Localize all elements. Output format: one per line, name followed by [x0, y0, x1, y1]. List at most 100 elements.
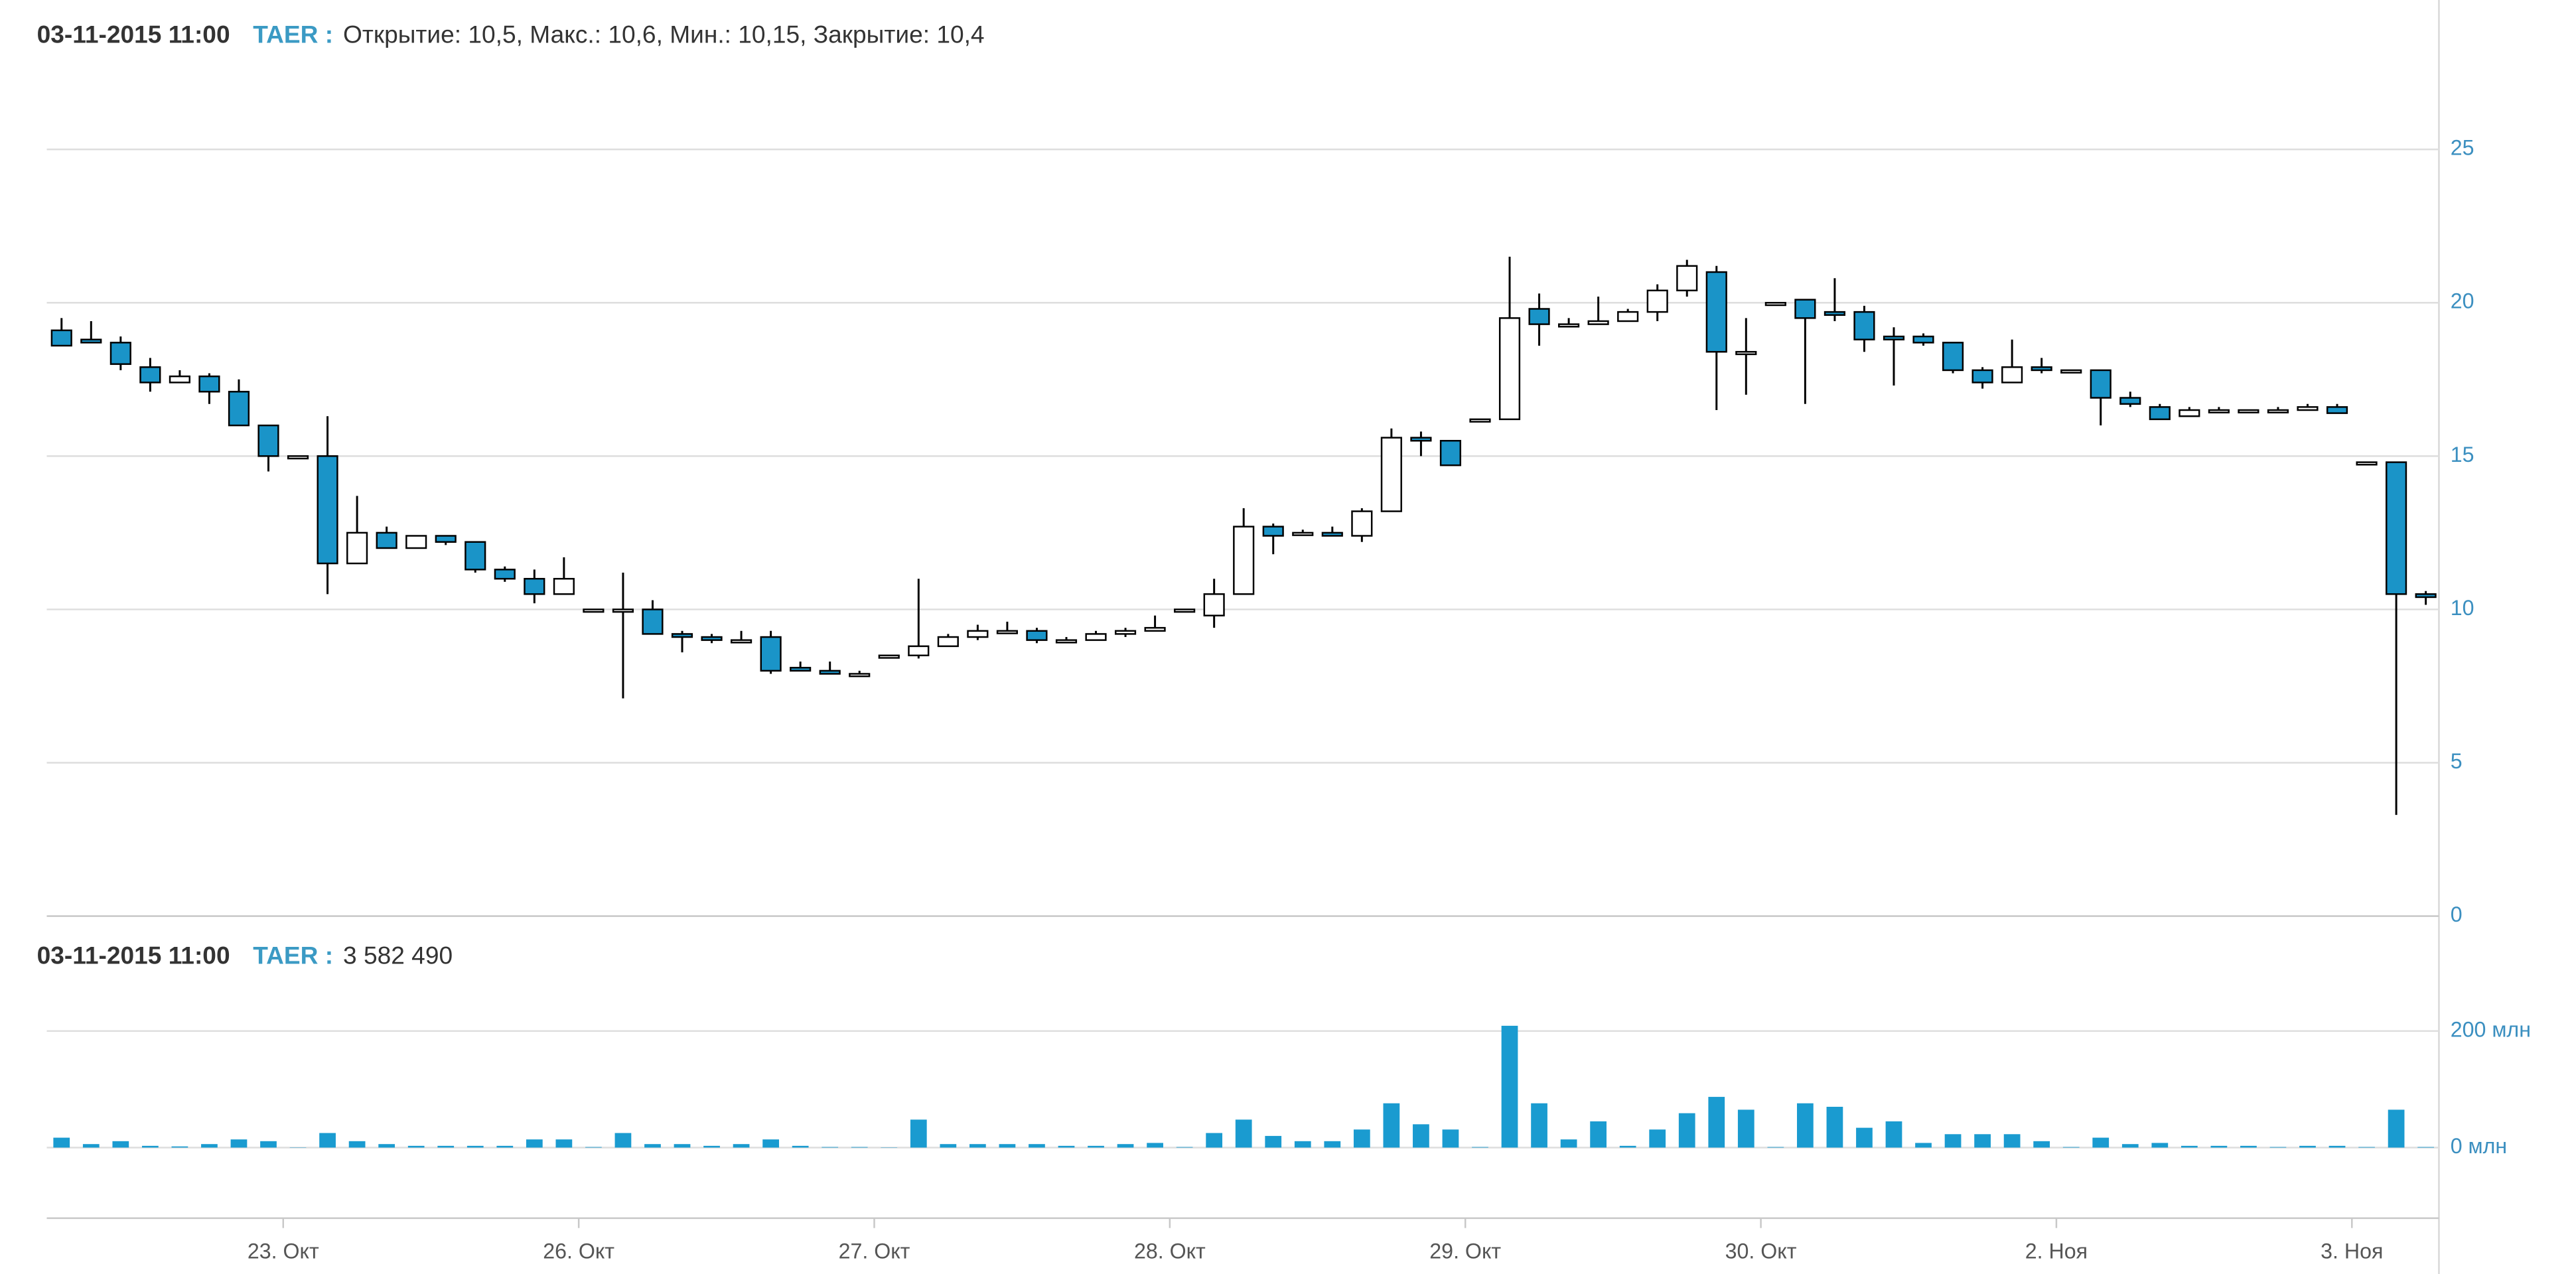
candle-body: [2356, 461, 2378, 466]
candle-body: [730, 639, 752, 644]
volume-bar: [2181, 1145, 2198, 1148]
volume-bar: [792, 1145, 809, 1148]
candle-body: [1735, 350, 1757, 356]
volume-bar: [53, 1137, 70, 1148]
header-volume: 3 582 490: [343, 941, 453, 969]
volume-bar: [319, 1133, 336, 1148]
y-tick-label: 0: [2451, 902, 2463, 926]
y-tick-label: 20: [2451, 289, 2474, 313]
volume-bar: [999, 1144, 1016, 1148]
volume-bar: [1235, 1119, 1252, 1148]
volume-bar: [348, 1141, 366, 1148]
candle-body: [1351, 510, 1373, 537]
candle-body: [2149, 406, 2171, 421]
volume-bar: [1294, 1141, 1311, 1148]
candle-body: [2238, 409, 2259, 413]
volume-bar: [1501, 1025, 1518, 1148]
candle-body: [642, 608, 664, 635]
candle-body: [80, 338, 102, 344]
volume-bar: [2358, 1147, 2375, 1148]
candle-body: [169, 375, 190, 384]
candle-body: [524, 577, 545, 595]
volume-bar: [1413, 1124, 1429, 1148]
candle-body: [701, 636, 723, 641]
y-tick-label: 15: [2451, 443, 2474, 466]
candle-body: [1203, 593, 1225, 616]
candle-body: [1587, 320, 1609, 325]
volume-bar: [407, 1145, 425, 1148]
volume-bar: [703, 1145, 720, 1148]
volume-bar: [822, 1147, 839, 1148]
candle-body: [1617, 311, 1639, 322]
candle-body: [760, 636, 782, 672]
volume-bar: [1856, 1127, 1873, 1148]
candle-body: [1853, 311, 1875, 340]
volume-bar: [614, 1133, 632, 1148]
x-tick-label: 3. Ноя: [2321, 1239, 2383, 1263]
candle-body: [967, 630, 989, 638]
volume-bar: [496, 1145, 514, 1148]
header-ticker: TAER :: [253, 941, 333, 969]
volume-bar: [1472, 1147, 1488, 1148]
x-tick-label: 30. Окт: [1725, 1239, 1797, 1263]
candle-body: [583, 608, 605, 613]
candle-body: [1469, 418, 1491, 423]
candle-body: [1410, 437, 1432, 442]
candle-body: [2031, 366, 2052, 372]
candle-body: [1528, 308, 1550, 325]
candle-body: [50, 329, 72, 347]
y-tick-label: 5: [2451, 749, 2463, 773]
volume-bar: [2299, 1145, 2316, 1148]
candle-body: [494, 569, 516, 580]
x-tick-label: 28. Окт: [1134, 1239, 1206, 1263]
volume-bar: [1974, 1134, 1991, 1148]
volume-bar: [733, 1144, 750, 1148]
candle-body: [2060, 369, 2082, 374]
volume-bar: [1678, 1113, 1695, 1148]
volume-bar: [969, 1144, 986, 1148]
candle-body: [1144, 626, 1166, 632]
candle-body: [376, 531, 397, 549]
volume-bar: [201, 1144, 218, 1148]
volume-bar: [141, 1145, 159, 1148]
candle-body: [2415, 593, 2437, 599]
candle-body: [1971, 369, 1993, 384]
candle-body: [553, 577, 575, 595]
y-tick-label: 0 млн: [2451, 1134, 2507, 1158]
volume-bar: [1383, 1103, 1400, 1148]
candle-body: [1676, 265, 1698, 291]
candle-body: [819, 670, 841, 675]
candle-body: [2326, 406, 2348, 414]
candle-body: [1321, 531, 1343, 537]
x-tick-label: 26. Окт: [543, 1239, 614, 1263]
candle-body: [435, 535, 457, 543]
volume-bar: [1944, 1134, 1962, 1148]
price-header: 03-11-2015 11:00 TAER : Открытие: 10,5, Ма…: [37, 20, 985, 48]
volume-bar: [2121, 1144, 2139, 1148]
candle-body: [1292, 531, 1314, 536]
candle-body: [849, 673, 871, 677]
volume-bar: [1265, 1135, 1282, 1148]
candle-body: [2119, 397, 2141, 405]
candle-body: [2001, 366, 2023, 384]
candle-body: [2090, 369, 2111, 399]
candle-body: [1942, 342, 1964, 372]
volume-bar: [1206, 1133, 1223, 1148]
x-tick-label: 23. Окт: [248, 1239, 319, 1263]
volume-bar: [1826, 1107, 1843, 1148]
candle-body: [405, 535, 427, 549]
candle-body: [1498, 317, 1521, 421]
volume-bar: [851, 1147, 868, 1148]
volume-bar: [2388, 1109, 2405, 1148]
volume-bar: [2328, 1145, 2346, 1148]
candle-body: [2297, 406, 2319, 411]
volume-bar: [585, 1147, 602, 1148]
candle-body: [790, 667, 812, 672]
volume-bar: [940, 1144, 957, 1148]
candle-body: [1705, 271, 1727, 353]
candle-body: [1262, 526, 1284, 537]
volume-bar: [1797, 1103, 1814, 1148]
candle-body: [228, 391, 250, 427]
volume-bar: [1088, 1145, 1104, 1148]
